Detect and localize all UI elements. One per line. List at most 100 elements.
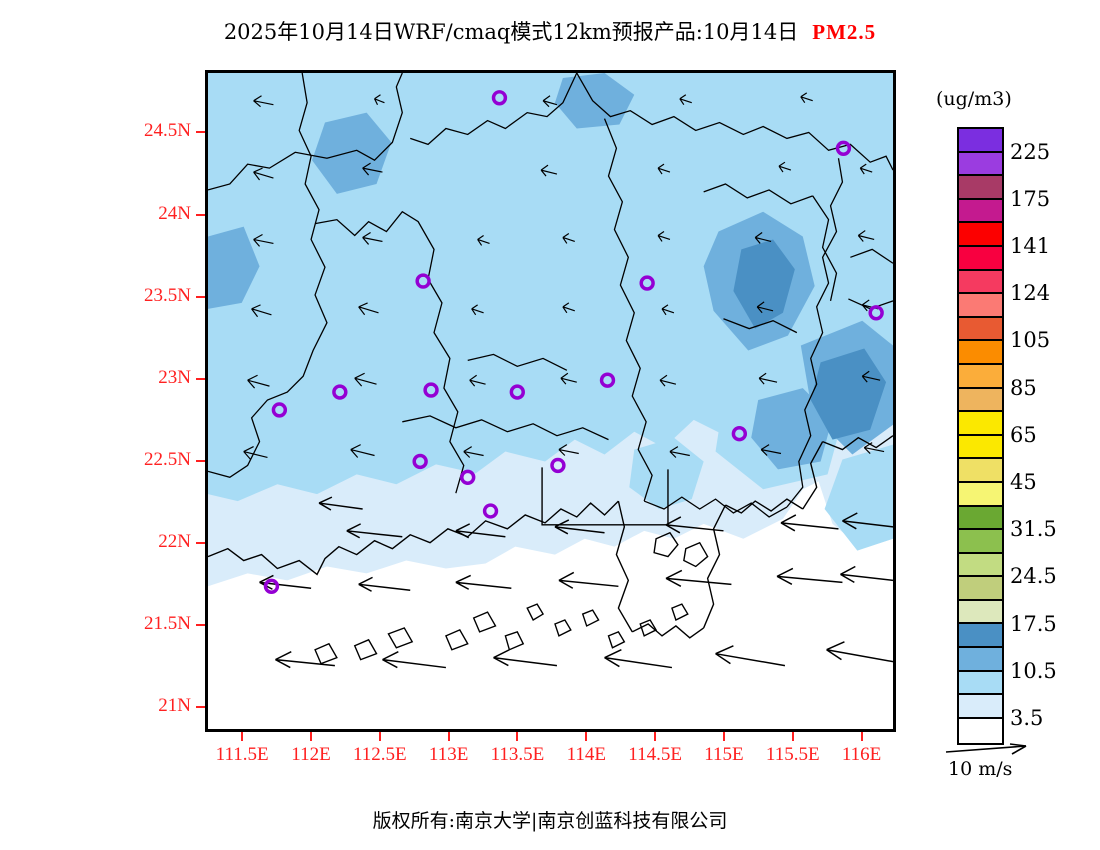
y-axis-tick (196, 377, 205, 380)
station-marker[interactable] (415, 273, 431, 289)
y-axis-tick (196, 295, 205, 298)
y-axis-tick (196, 706, 205, 709)
y-axis-label: 23N (158, 366, 191, 388)
colorbar-label: 3.5 (1010, 706, 1044, 730)
y-axis-tick (196, 624, 205, 627)
colorbar-cell (959, 695, 1002, 719)
y-axis-label: 24N (158, 202, 191, 224)
colorbar-label: 225 (1010, 139, 1051, 164)
x-axis-tick (654, 732, 657, 741)
colorbar-label: 124 (1010, 281, 1051, 306)
x-axis-label: 111.5E (215, 744, 269, 765)
colorbar-cell (959, 671, 1002, 696)
colorbar-cell (959, 317, 1002, 342)
colorbar-cell (959, 435, 1002, 460)
y-axis-label: 23.5N (144, 284, 191, 306)
colorbar-cell (959, 412, 1002, 436)
colorbar-cell (959, 577, 1002, 601)
colorbar-cell (959, 459, 1002, 483)
colorbar-cell (959, 388, 1002, 413)
colorbar-cell (959, 129, 1002, 153)
colorbar[interactable] (957, 127, 1004, 745)
colorbar-label: 17.5 (1010, 611, 1057, 636)
colorbar-label: 141 (1010, 234, 1051, 258)
station-marker[interactable] (639, 275, 655, 291)
colorbar-label: 31.5 (1010, 517, 1057, 542)
y-axis-tick (196, 459, 205, 462)
station-marker[interactable] (412, 453, 428, 470)
station-marker[interactable] (423, 382, 439, 398)
title-species-text: PM2.5 (812, 20, 877, 44)
wind-arrow-icon (945, 743, 1027, 755)
copyright-footer: 版权所有:南京大学|南京创蓝科技有限公司 (372, 810, 728, 832)
colorbar-cell (959, 341, 1002, 365)
y-axis-label: 21N (158, 695, 191, 717)
station-marker[interactable] (271, 402, 288, 418)
contour-band-24_5 (733, 239, 887, 440)
chart-title: 2025年10月14日WRF/cmaq模式12km预报产品:10月14日 PM2.… (0, 16, 1100, 46)
colorbar-label: 65 (1010, 422, 1037, 447)
x-axis-tick (722, 732, 725, 741)
colorbar-cell (959, 718, 1002, 743)
station-marker[interactable] (868, 305, 884, 321)
x-axis-label: 114E (566, 744, 606, 765)
station-marker[interactable] (491, 90, 508, 106)
y-axis-label: 22N (158, 531, 191, 553)
colorbar-cell (959, 600, 1002, 625)
station-marker[interactable] (835, 140, 852, 156)
colorbar-cell (959, 553, 1002, 578)
station-marker[interactable] (460, 469, 476, 485)
x-axis-label: 114.5E (628, 744, 682, 765)
station-marker[interactable] (550, 457, 566, 474)
y-axis-tick (196, 213, 205, 216)
x-axis-label: 115.5E (765, 744, 820, 765)
colorbar-cell (959, 199, 1002, 224)
x-axis-tick (585, 732, 588, 741)
title-main-text: 2025年10月14日WRF/cmaq模式12km预报产品:10月14日 (223, 20, 799, 44)
colorbar-cell (959, 176, 1002, 200)
colorbar-label: 175 (1010, 186, 1051, 211)
x-axis-tick (241, 732, 244, 741)
station-marker[interactable] (599, 372, 616, 388)
colorbar-cell (959, 506, 1002, 531)
colorbar-label: 10.5 (1010, 658, 1057, 683)
station-markers[interactable] (263, 90, 884, 594)
x-axis-tick (447, 732, 450, 741)
colorbar-units-label: (ug/m3) (936, 88, 1012, 110)
wind-vector-field (243, 92, 893, 669)
colorbar-label: 85 (1010, 375, 1037, 400)
x-axis-tick (378, 732, 381, 741)
station-marker[interactable] (482, 503, 499, 519)
colorbar-cell (959, 482, 1002, 507)
station-marker[interactable] (332, 384, 348, 400)
colorbar-cell (959, 270, 1002, 295)
x-axis-label: 112E (291, 744, 331, 765)
x-axis-tick (860, 732, 863, 741)
coastline (208, 435, 893, 665)
y-axis-label: 21.5N (144, 613, 191, 635)
map-plot-area[interactable] (205, 70, 896, 732)
y-axis-label: 22.5N (144, 448, 191, 470)
x-axis-label: 116E (841, 744, 882, 765)
colorbar-cell (959, 223, 1002, 247)
station-marker[interactable] (731, 426, 748, 442)
x-axis-label: 115E (704, 744, 744, 765)
colorbar-cell (959, 364, 1002, 389)
colorbar-cell (959, 648, 1002, 672)
y-axis-tick (196, 542, 205, 545)
y-axis-label: 24.5N (144, 120, 191, 142)
colorbar-cell (959, 246, 1002, 271)
colorbar-cell (959, 294, 1002, 318)
colorbar-cell (959, 530, 1002, 554)
colorbar-label: 24.5 (1010, 564, 1057, 589)
bay-outline (541, 467, 669, 526)
administrative-boundaries (208, 73, 893, 518)
wind-legend-label: 10 m/s (948, 758, 1013, 780)
x-axis-label: 113.5E (490, 744, 545, 765)
station-marker[interactable] (509, 384, 525, 400)
station-marker[interactable] (263, 578, 280, 594)
x-axis-label: 112.5E (352, 744, 407, 765)
colorbar-cell (959, 624, 1002, 649)
x-axis-tick (791, 732, 794, 741)
colorbar-cell (959, 152, 1002, 177)
